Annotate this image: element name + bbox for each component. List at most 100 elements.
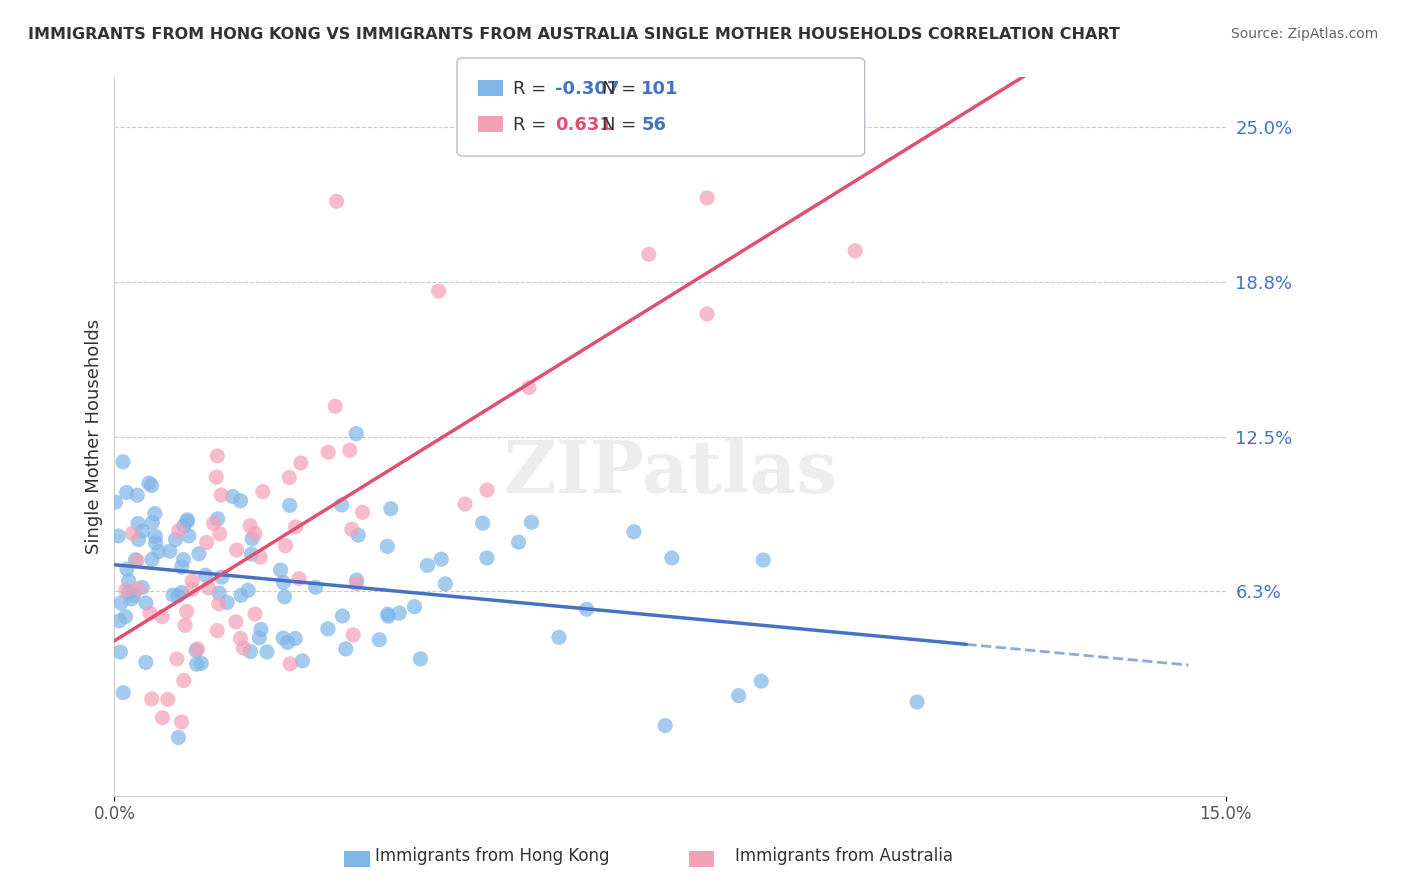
Point bbox=[256, 645, 278, 659]
Text: -0.307: -0.307 bbox=[555, 80, 620, 98]
Point bbox=[135, 596, 157, 610]
Point bbox=[409, 652, 432, 666]
Point bbox=[344, 426, 367, 441]
Text: R =: R = bbox=[513, 80, 553, 98]
Point bbox=[159, 544, 181, 558]
Point bbox=[141, 552, 163, 566]
Point bbox=[377, 539, 399, 553]
Point bbox=[208, 586, 231, 600]
Point bbox=[471, 516, 494, 530]
Point bbox=[184, 643, 207, 657]
Point bbox=[240, 532, 263, 546]
Point bbox=[416, 558, 439, 573]
Point bbox=[270, 563, 292, 577]
Point bbox=[209, 488, 232, 502]
Point bbox=[304, 580, 326, 594]
Point bbox=[156, 692, 179, 706]
Point bbox=[165, 533, 187, 547]
Point bbox=[696, 307, 718, 321]
Point bbox=[229, 588, 252, 602]
Text: 101: 101 bbox=[641, 80, 679, 98]
Point bbox=[138, 476, 160, 491]
Point bbox=[141, 692, 163, 706]
Point bbox=[177, 529, 200, 543]
Text: Immigrants from Australia: Immigrants from Australia bbox=[734, 847, 953, 865]
Point bbox=[170, 560, 193, 574]
Point bbox=[173, 519, 195, 533]
Point bbox=[252, 484, 274, 499]
Point bbox=[316, 445, 339, 459]
Point bbox=[181, 574, 204, 588]
Point bbox=[749, 674, 772, 689]
Point bbox=[344, 576, 367, 591]
Point bbox=[121, 591, 143, 606]
Point bbox=[173, 673, 195, 688]
Text: ZIPatlas: ZIPatlas bbox=[503, 437, 837, 508]
Point bbox=[135, 656, 157, 670]
Point bbox=[205, 470, 228, 484]
Point bbox=[284, 632, 307, 646]
Point bbox=[207, 512, 229, 526]
Point bbox=[187, 642, 209, 657]
Point bbox=[181, 582, 204, 597]
Text: Immigrants from Hong Kong: Immigrants from Hong Kong bbox=[375, 847, 609, 865]
Point bbox=[335, 642, 357, 657]
Point bbox=[195, 535, 218, 549]
Point bbox=[339, 443, 361, 458]
Point bbox=[217, 595, 239, 609]
Point bbox=[340, 522, 363, 536]
Point bbox=[232, 640, 254, 655]
Point bbox=[145, 535, 167, 549]
Point bbox=[278, 470, 301, 484]
Point bbox=[548, 630, 571, 644]
Point bbox=[427, 284, 450, 298]
Point bbox=[104, 495, 127, 509]
Point bbox=[208, 597, 231, 611]
Point bbox=[229, 493, 252, 508]
Point bbox=[229, 632, 252, 646]
Point bbox=[288, 572, 311, 586]
Point bbox=[380, 501, 402, 516]
Point bbox=[277, 635, 299, 649]
Point bbox=[239, 518, 262, 533]
Point bbox=[127, 516, 149, 531]
Point bbox=[240, 547, 263, 561]
Point bbox=[696, 191, 718, 205]
Point bbox=[110, 596, 132, 610]
Point bbox=[434, 577, 457, 591]
Point bbox=[131, 581, 153, 595]
Point bbox=[131, 524, 153, 538]
Point bbox=[273, 575, 295, 590]
Point bbox=[243, 607, 266, 621]
Point bbox=[332, 609, 354, 624]
Point bbox=[186, 657, 208, 671]
Text: N =: N = bbox=[602, 80, 641, 98]
Point bbox=[205, 624, 228, 638]
Point bbox=[291, 654, 314, 668]
Point bbox=[139, 607, 162, 621]
Point bbox=[347, 528, 370, 542]
Point bbox=[274, 539, 297, 553]
Point bbox=[114, 583, 136, 598]
Point bbox=[752, 553, 775, 567]
Point bbox=[637, 247, 659, 261]
Point bbox=[243, 526, 266, 541]
Point bbox=[110, 645, 132, 659]
Point bbox=[323, 399, 346, 413]
Point bbox=[122, 588, 145, 602]
Point bbox=[176, 605, 198, 619]
Point bbox=[167, 731, 190, 745]
Point bbox=[388, 606, 411, 620]
Point bbox=[284, 520, 307, 534]
Point bbox=[118, 574, 141, 588]
Point bbox=[141, 516, 163, 530]
Point bbox=[654, 718, 676, 732]
Point bbox=[475, 483, 498, 497]
Point bbox=[905, 695, 928, 709]
Point bbox=[517, 380, 540, 394]
Point bbox=[148, 544, 170, 558]
Point bbox=[727, 689, 749, 703]
Point bbox=[187, 547, 209, 561]
Point bbox=[114, 609, 136, 624]
Point bbox=[661, 551, 683, 566]
